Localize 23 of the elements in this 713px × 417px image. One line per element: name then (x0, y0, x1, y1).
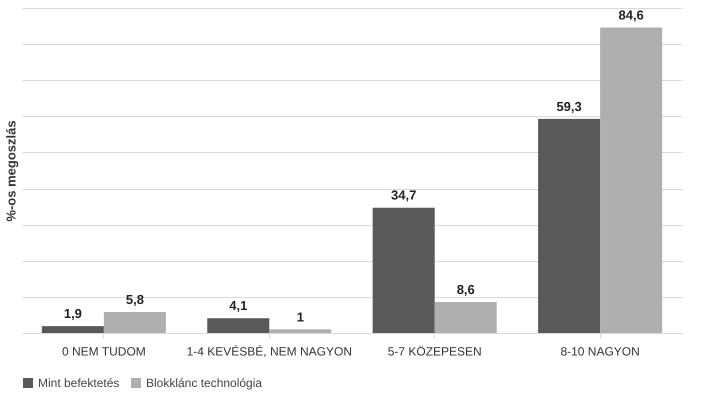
legend-label: Blokklánc technológia (146, 376, 262, 390)
x-tick-label: 0 NEM TUDOM (62, 344, 146, 358)
bar (269, 329, 332, 333)
data-label: 8,6 (456, 282, 475, 297)
bar (104, 312, 166, 333)
bar (372, 208, 435, 333)
data-label: 1,9 (64, 306, 82, 322)
bar (207, 318, 270, 333)
x-tick-label: 5-7 KÖZEPESEN (388, 344, 482, 358)
data-label: 5,8 (126, 292, 144, 308)
legend-label: Mint befektetés (38, 376, 120, 390)
bar (600, 28, 662, 333)
data-label: 34,7 (391, 188, 416, 203)
bar (42, 326, 104, 333)
data-label: 1 (296, 309, 304, 324)
data-label: 4,1 (229, 298, 248, 314)
x-tick-label: 8-10 NAGYON (560, 344, 640, 358)
x-tick-label: 1-4 KEVÉSBÉ, NEM NAGYON (186, 344, 352, 358)
data-label: 59,3 (556, 98, 582, 114)
data-label: 84,6 (618, 8, 644, 22)
y-axis-title: %-os megoszlás (4, 120, 18, 222)
bar (538, 118, 600, 333)
bar (434, 302, 497, 333)
